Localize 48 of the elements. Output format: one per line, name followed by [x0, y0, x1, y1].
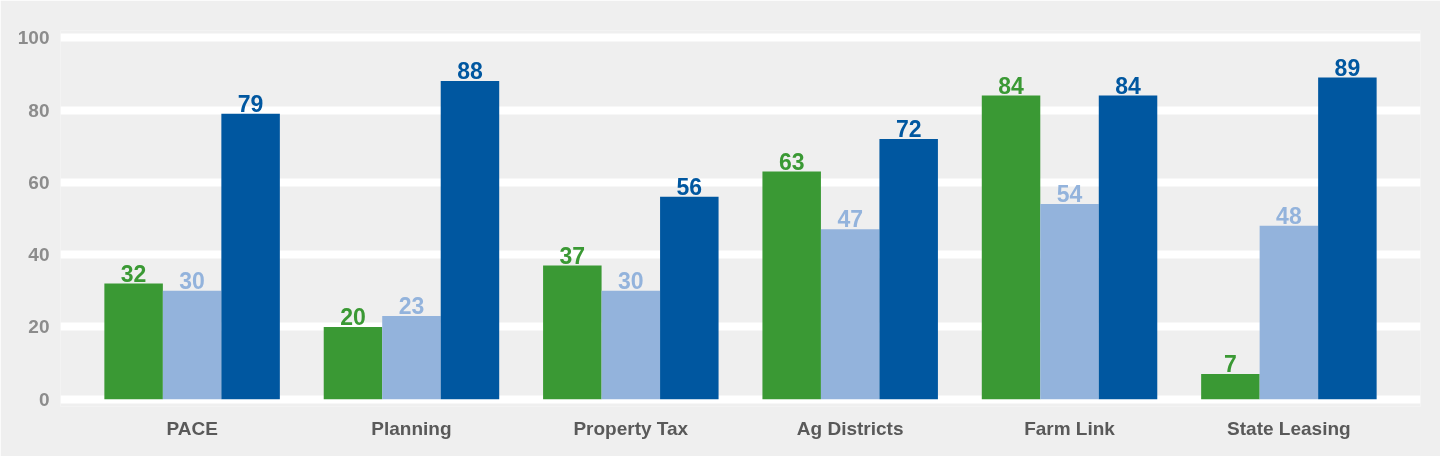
bar — [762, 171, 821, 400]
bar — [104, 283, 163, 400]
data-label: 47 — [837, 206, 863, 233]
data-label: 56 — [676, 173, 703, 200]
bar — [1259, 225, 1319, 400]
bar — [1318, 77, 1377, 400]
x-tick-label: Farm Link — [1024, 417, 1116, 439]
bar — [1201, 373, 1260, 400]
bar — [981, 95, 1041, 400]
x-tick-label: Planning — [371, 417, 452, 439]
data-label: 30 — [179, 267, 205, 294]
bar — [1098, 95, 1158, 400]
bar — [440, 81, 500, 400]
data-label: 30 — [618, 267, 644, 294]
bar — [879, 138, 938, 400]
data-label: 79 — [237, 90, 264, 117]
data-label: 7 — [1224, 350, 1237, 377]
x-tick-label: PACE — [166, 417, 218, 439]
x-tick-label: Ag Districts — [796, 417, 904, 439]
y-tick-label: 80 — [28, 99, 50, 121]
y-tick-label: 0 — [38, 388, 50, 410]
data-label: 54 — [1056, 181, 1083, 208]
data-label: 84 — [1115, 72, 1142, 99]
bar — [601, 290, 661, 400]
bar — [660, 196, 719, 400]
data-label: 32 — [120, 260, 147, 287]
bar — [820, 229, 880, 400]
bar — [221, 113, 280, 400]
y-tick-label: 100 — [17, 27, 50, 49]
data-label: 88 — [457, 58, 483, 85]
y-tick-label: 20 — [28, 316, 50, 338]
bar — [382, 316, 441, 400]
y-tick-label: 40 — [28, 244, 50, 266]
bar — [543, 265, 602, 400]
y-tick-label: 60 — [28, 171, 50, 193]
data-label: 63 — [778, 148, 805, 175]
data-label: 37 — [559, 242, 586, 269]
x-tick-label: Property Tax — [573, 417, 689, 439]
data-label: 72 — [895, 115, 922, 142]
data-label: 48 — [1276, 202, 1302, 229]
bar — [323, 326, 383, 400]
data-label: 20 — [340, 303, 366, 330]
data-label: 84 — [998, 72, 1025, 99]
bar — [162, 290, 222, 400]
x-tick-label: State Leasing — [1227, 417, 1351, 439]
bar — [1040, 204, 1099, 400]
data-label: 89 — [1334, 54, 1361, 81]
data-label: 23 — [398, 293, 425, 320]
